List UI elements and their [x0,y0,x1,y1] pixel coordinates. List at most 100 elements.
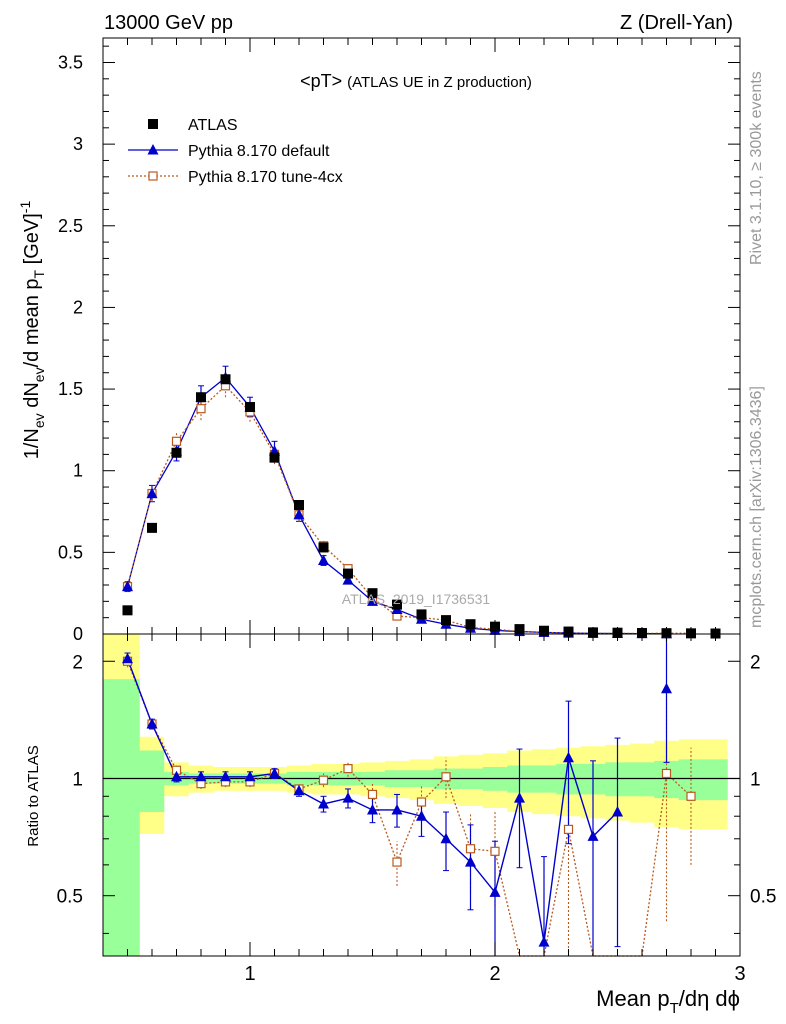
rivet-version-text: Rivet 3.1.10, ≥ 300k events [748,71,765,265]
ratio-uncertainty-band-outer [103,634,728,956]
atlas-point [343,568,353,579]
ratio-tune-point [318,775,329,785]
ratio-y-tick-label: 0.5 [57,887,83,908]
ratio-default-point [538,936,550,947]
main-y-tick-label: 3.5 [58,52,83,72]
ratio-default-point [563,751,574,763]
xlabel-part-2: /dη dϕ [679,986,740,1011]
legend-entry-default: Pythia 8.170 default [188,143,330,160]
title-main: <pT> [300,71,342,91]
ratio-default-point [587,830,599,841]
ratio-y-tick-label: 1 [72,769,83,790]
ratio-x-tick-label: 2 [489,963,500,985]
ratio-default-point [122,652,133,664]
main-title: <pT> (ATLAS UE in Z production) [300,71,532,91]
ratio-y-tick-label-right: 0.5 [750,887,776,908]
title-suffix: (ATLAS UE in Z production) [347,74,532,91]
ratio-default-point [220,770,231,782]
ratio-panel: 0.5 0.5 1 1 2 2 1 2 3 Ratio to ATLAS Mean pT/dη … [25,633,776,1017]
atlas-point [465,619,476,630]
atlas-point [245,402,255,413]
ratio-default-point [269,767,280,778]
default-point [146,487,158,499]
tune-point [196,404,206,414]
ratio-y-label: Ratio to ATLAS [25,745,42,846]
ylabel-part-4: [GeV] [21,213,43,270]
atlas-point [392,599,402,610]
ratio-frame [102,633,741,957]
legend-entry-tune-marker [148,171,158,181]
ratio-tune-point [416,797,427,807]
main-y-tick-label: 0 [73,624,83,644]
main-panel: ATLAS_2019_I1736531 0 0.5 1 1.5 2 2.5 3 3.5 <pT… [17,37,741,644]
ratio-default-point [465,856,476,867]
atlas-point [269,452,280,463]
legend-entry-default-marker [147,144,159,155]
ratio-tune-point [343,764,353,774]
atlas-point [147,522,157,533]
ratio-default-point [195,770,207,782]
y-axis-label: 1/Nev dNev/d mean pT [GeV]-1 [17,201,47,460]
ratio-default-point [661,682,672,694]
ratio-default-point [514,792,525,803]
ratio-tune-point [661,768,672,779]
ratio-x-tick-label: 3 [734,963,745,985]
x-axis-label: Mean pT/dη dϕ [596,986,740,1017]
default-point [293,508,305,520]
main-y-tick-label: 1 [73,461,83,481]
ratio-default-point [293,784,305,796]
legend-entry-atlas-marker [148,119,158,129]
ylabel-sub-ev-2: ev [31,367,47,382]
main-y-tick-label: 2 [73,297,83,317]
ylabel-part-3: /d mean p [21,278,43,367]
ylabel-sup: -1 [17,201,33,214]
ratio-data-layer [103,634,740,957]
ratio-default-point [612,806,623,817]
default-point [367,595,378,606]
atlas-point [196,392,206,403]
ratio-default-point [367,803,378,815]
main-y-tick-label: 3 [73,134,83,154]
ylabel-part-1: 1/N [21,428,43,459]
ratio-tune-point [392,857,402,867]
main-y-tick-label: 0.5 [58,542,83,562]
ratio-tune-point [367,789,378,800]
header-left: 13000 GeV pp [104,12,233,34]
ratio-x-tick-label: 1 [244,963,255,985]
ratio-tune-point [490,846,500,856]
tune-point [171,436,182,446]
default-point [318,554,329,566]
legend-entry-atlas: ATLAS [188,117,238,134]
ratio-default-point [416,810,427,821]
atlas-point [122,605,133,616]
atlas-point [294,500,304,511]
ratio-tune-point [441,772,451,782]
mcplots-reference-text: mcplots.cern.ch [arXiv:1306.3436] [748,386,765,628]
header-right: Z (Drell-Yan) [620,12,733,34]
atlas-point [416,609,427,620]
atlas-point [367,588,378,599]
ratio-y-tick-label-right: 2 [750,652,761,673]
ratio-default-point [391,803,403,815]
atlas-point [220,374,231,385]
main-axes: 0 0.5 1 1.5 2 2.5 3 3.5 [58,38,741,644]
atlas-point [441,615,451,626]
ylabel-part-2: dN [21,382,43,413]
ratio-y-tick-label-right: 1 [750,769,761,790]
main-y-tick-label: 1.5 [58,379,83,399]
ratio-tune-point [465,844,476,854]
legend: ATLAS Pythia 8.170 default Pythia 8.170 tu… [128,117,343,186]
ratio-tune-point [563,824,574,834]
xlabel-part-1: Mean p [596,986,669,1011]
default-point [342,574,354,585]
atlas-point [318,542,329,553]
ylabel-sub-ev-1: ev [31,413,47,428]
ratio-default-point [171,770,182,782]
main-y-tick-label: 2.5 [58,216,83,236]
atlas-point [171,447,182,458]
ratio-default-point [342,792,354,803]
ratio-tune-point [686,791,696,801]
ylabel-sub-t: T [31,269,47,278]
ratio-default-point [244,770,256,782]
